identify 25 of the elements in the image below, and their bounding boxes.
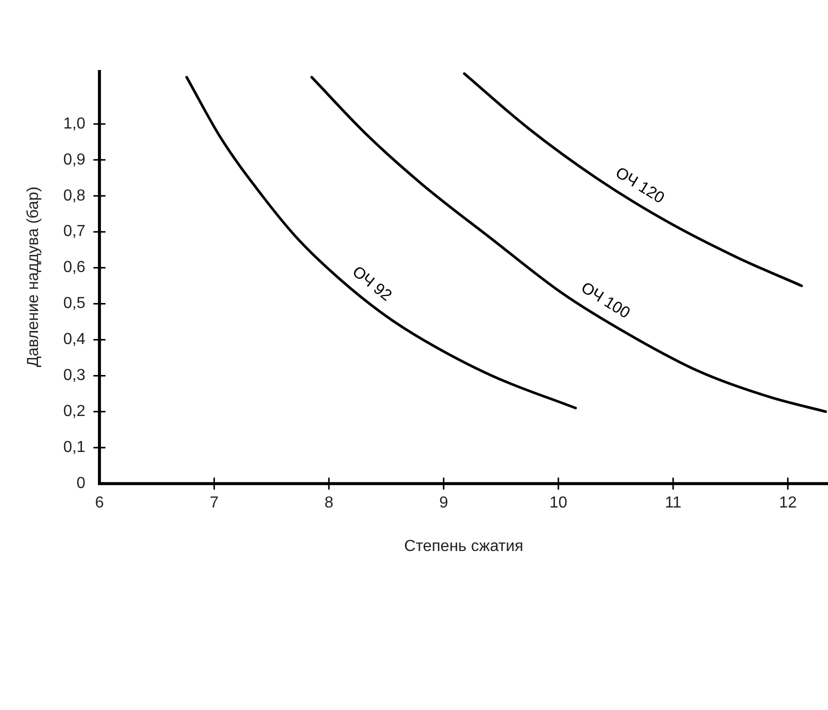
y-tick-label: 1,0 (63, 115, 86, 132)
y-tick-label: 0,8 (63, 187, 86, 204)
y-tick-label: 0,7 (63, 223, 86, 240)
x-tick-label: 8 (324, 494, 334, 512)
y-tick-label: 0,9 (63, 151, 86, 168)
text: ОЧ 92 (348, 263, 395, 305)
line-series (310, 76, 828, 413)
y-tick-label: 0,6 (63, 259, 86, 276)
x-tick-label: 9 (439, 494, 448, 512)
text: ОЧ 120 (612, 164, 668, 208)
y-tick-label: 0,3 (63, 367, 86, 384)
x-tick-label: 6 (94, 494, 104, 512)
x-tick-label: 11 (664, 494, 682, 512)
y-tick-label: 0,1 (63, 439, 86, 456)
y-tick-label: 0,2 (63, 403, 86, 420)
y-axis-title: Давление наддува (бар) (25, 186, 42, 368)
text: ОЧ 100 (578, 279, 633, 322)
y-tick-label: 0,5 (63, 295, 86, 312)
y-tick-label: 0 (76, 475, 86, 492)
line-series (185, 76, 577, 410)
y-tick-label: 0,4 (63, 331, 86, 348)
x-tick-label: 7 (210, 494, 219, 512)
x-tick-label: 12 (778, 494, 797, 512)
x-axis-title: Степень сжатия (404, 538, 524, 555)
x-tick-label: 10 (549, 494, 568, 512)
